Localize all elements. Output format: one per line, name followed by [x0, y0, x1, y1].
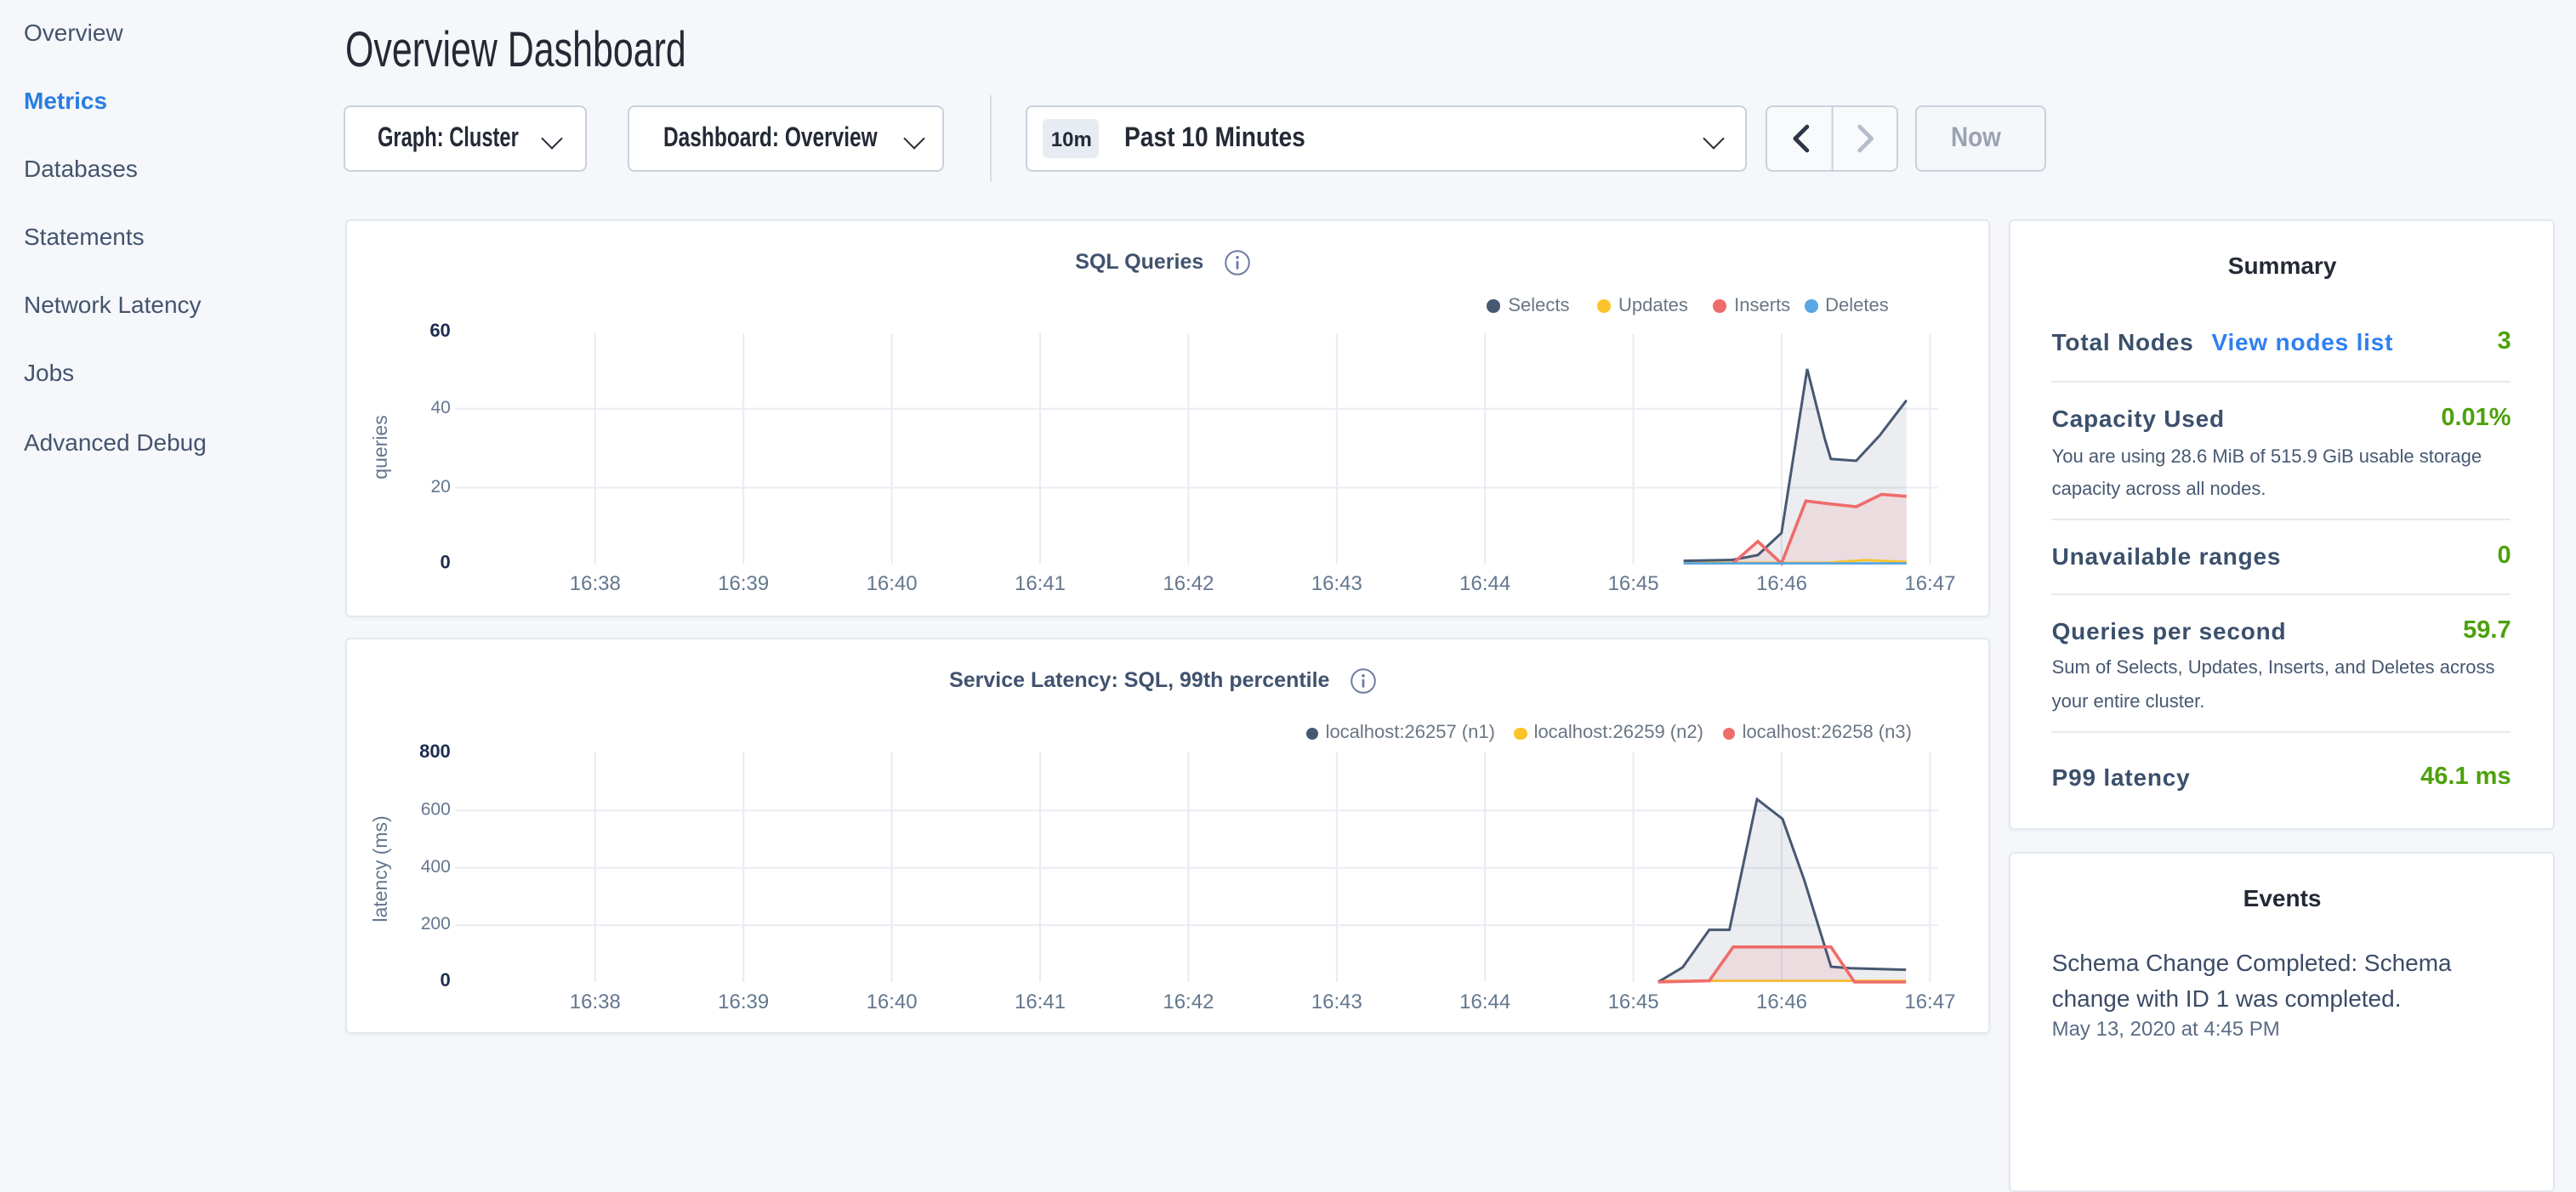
svg-text:16:46: 16:46 — [1755, 571, 1806, 594]
svg-text:latency (ms): latency (ms) — [368, 815, 390, 921]
svg-text:16:42: 16:42 — [1163, 571, 1214, 594]
svg-text:40: 40 — [430, 397, 450, 417]
svg-text:16:44: 16:44 — [1459, 990, 1510, 1013]
svg-text:16:39: 16:39 — [717, 990, 768, 1013]
svg-text:0: 0 — [440, 550, 450, 571]
svg-text:16:40: 16:40 — [866, 571, 917, 594]
svg-text:60: 60 — [429, 319, 450, 340]
svg-text:16:47: 16:47 — [1904, 990, 1955, 1013]
svg-text:16:46: 16:46 — [1755, 990, 1806, 1013]
svg-text:20: 20 — [430, 476, 450, 496]
svg-text:16:40: 16:40 — [866, 990, 917, 1013]
svg-text:16:41: 16:41 — [1014, 990, 1065, 1013]
svg-text:16:47: 16:47 — [1904, 571, 1955, 594]
svg-text:16:39: 16:39 — [717, 571, 768, 594]
svg-text:queries: queries — [368, 414, 390, 478]
svg-text:16:38: 16:38 — [569, 990, 620, 1013]
svg-text:16:42: 16:42 — [1163, 990, 1214, 1013]
svg-text:600: 600 — [420, 798, 450, 818]
svg-text:0: 0 — [440, 968, 450, 990]
svg-text:16:44: 16:44 — [1459, 571, 1510, 594]
svg-text:16:45: 16:45 — [1607, 990, 1658, 1013]
svg-text:16:41: 16:41 — [1014, 571, 1065, 594]
svg-text:16:45: 16:45 — [1607, 571, 1658, 594]
svg-text:16:38: 16:38 — [569, 571, 620, 594]
svg-text:800: 800 — [418, 740, 450, 761]
svg-text:200: 200 — [420, 913, 450, 933]
svg-text:16:43: 16:43 — [1311, 571, 1362, 594]
svg-text:16:43: 16:43 — [1311, 990, 1362, 1013]
svg-text:400: 400 — [420, 856, 450, 876]
